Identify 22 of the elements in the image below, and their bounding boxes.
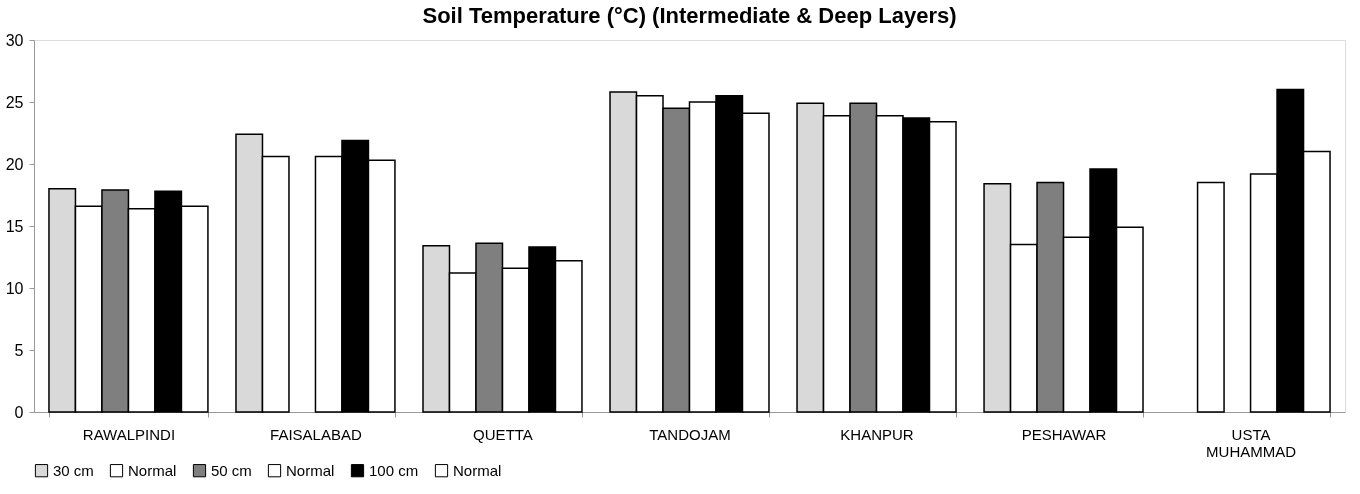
x-tick-label: KHANPUR bbox=[840, 425, 914, 443]
y-tick-label: 20 bbox=[5, 155, 24, 173]
legend-label: 50 cm bbox=[211, 461, 252, 479]
x-tick-label: TANDOJAM bbox=[649, 425, 731, 443]
legend-label: Normal bbox=[286, 461, 335, 479]
y-tick-label: 15 bbox=[5, 217, 24, 235]
y-tick-label: 25 bbox=[5, 93, 24, 111]
x-tick-label: PESHAWAR bbox=[1021, 425, 1107, 443]
x-tick-label: QUETTA bbox=[473, 425, 533, 443]
chart-title: Soil Temperature (°C) (Intermediate & Deep Layers) bbox=[422, 3, 957, 28]
legend-label: Normal bbox=[453, 461, 502, 479]
x-tick-label: FAISALABAD bbox=[270, 425, 362, 443]
legend-label: 30 cm bbox=[53, 461, 94, 479]
bar bbox=[1196, 181, 1225, 413]
x-tick-label: USTA MUHAMMAD bbox=[1206, 425, 1297, 460]
y-tick-label: 30 bbox=[5, 31, 24, 49]
legend-label: 100 cm bbox=[369, 461, 419, 479]
legend-label: Normal bbox=[128, 461, 177, 479]
y-tick-label: 10 bbox=[5, 279, 24, 297]
x-tick-label: RAWALPINDI bbox=[82, 425, 176, 443]
y-tick-label: 5 bbox=[14, 341, 24, 359]
y-tick-label: 0 bbox=[14, 403, 24, 421]
